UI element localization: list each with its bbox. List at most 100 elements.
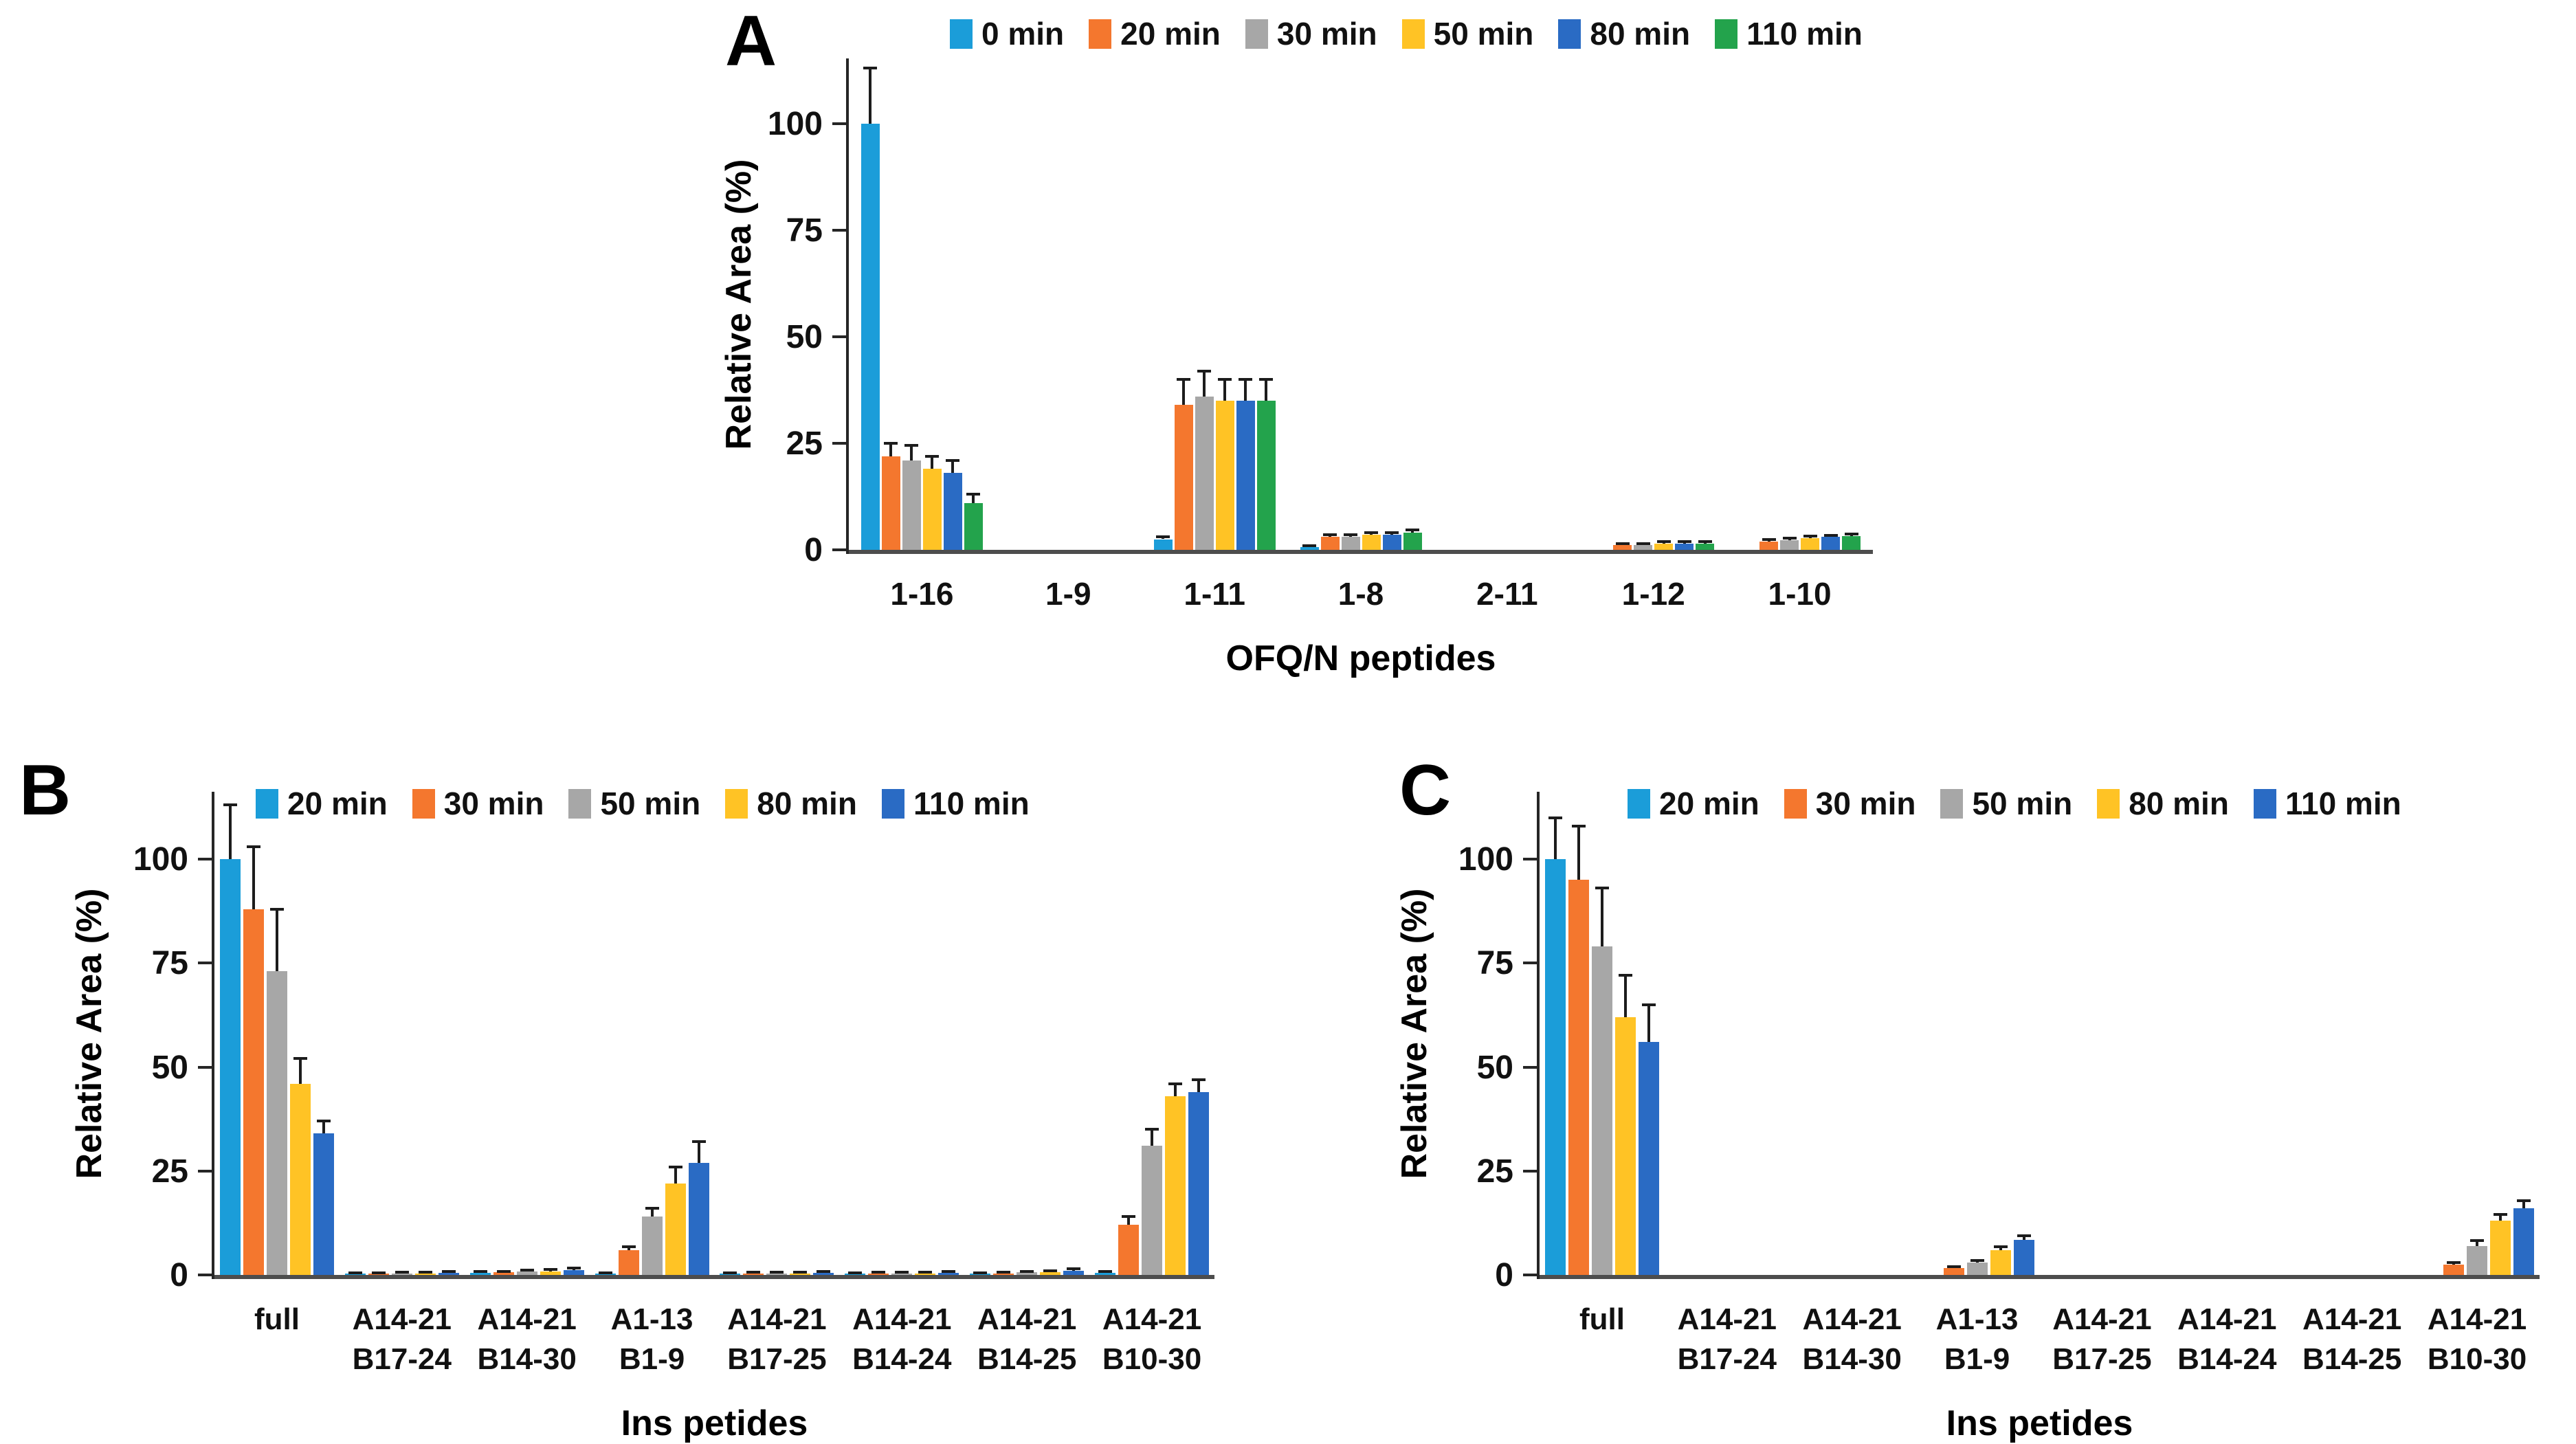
legend-label: 30 min xyxy=(1815,786,1916,821)
error-bar-cap xyxy=(1302,544,1316,548)
error-bar-stem xyxy=(889,443,893,456)
y-tick-label: 75 xyxy=(786,212,823,249)
error-bar-stem xyxy=(1577,825,1580,880)
legend-swatch-50-min xyxy=(1401,19,1425,49)
legend-item: 110 min xyxy=(1715,15,1863,52)
error-bar-stem xyxy=(2499,1214,2502,1221)
error-bar-cap xyxy=(871,1271,886,1274)
category-label-line: A1-13 xyxy=(1935,1302,2019,1336)
error-bar-cap xyxy=(1782,536,1797,540)
category-label: A14-21 B17-24 xyxy=(1678,1300,1777,1379)
bar-1-16-30-min xyxy=(902,460,921,550)
y-tick-label: 0 xyxy=(1495,1257,1513,1293)
bar-A1-13-50-min xyxy=(1966,1262,1988,1275)
bar-A14-21-50-min xyxy=(391,1273,412,1275)
error-bar-cap xyxy=(1218,378,1232,381)
legend-item: 110 min xyxy=(2253,785,2401,822)
error-bar-cap xyxy=(1239,378,1253,381)
error-bar-cap xyxy=(520,1268,534,1271)
error-bar-stem xyxy=(275,909,278,972)
category-label: A14-21 B14-24 xyxy=(2177,1300,2276,1379)
category-label-line: 2-11 xyxy=(1476,576,1538,612)
panel-b-x-axis-title: Ins petides xyxy=(621,1403,808,1443)
error-bar-stem xyxy=(1244,379,1247,401)
error-bar-cap xyxy=(1595,887,1609,890)
legend-swatch-20-min xyxy=(1089,19,1112,49)
error-bar-cap xyxy=(348,1271,362,1274)
bar-A14-21-50-min xyxy=(766,1273,788,1275)
legend-swatch-0-min xyxy=(950,19,973,49)
error-bar-stem xyxy=(2022,1235,2025,1240)
error-bar-cap xyxy=(1385,531,1399,534)
error-bar-cap xyxy=(1656,540,1671,544)
y-tick-label: 25 xyxy=(151,1153,188,1190)
category-label-line: A14-21 xyxy=(1677,1302,1777,1336)
bar-A14-21-110-min xyxy=(1063,1270,1085,1275)
y-tick-label: 100 xyxy=(1458,841,1513,878)
panel-b-y-axis-title: Relative Area (%) xyxy=(69,888,109,1179)
bar-A14-21-30-min xyxy=(2443,1264,2465,1275)
bar-A14-21-50-min xyxy=(516,1271,537,1275)
legend-item: 50 min xyxy=(1940,785,2072,822)
bar-A1-13-110-min xyxy=(688,1162,709,1275)
category-label: A14-21 B10-30 xyxy=(1102,1300,1201,1379)
error-bar-cap xyxy=(598,1271,612,1274)
y-tick-mark xyxy=(198,1169,212,1173)
legend-swatch-20-min xyxy=(1628,788,1650,819)
error-bar-cap xyxy=(1803,534,1817,537)
category-label: 1-12 xyxy=(1622,573,1685,615)
category-label-line: A14-21 xyxy=(852,1302,952,1336)
bar-1-12-30-min xyxy=(1634,544,1653,550)
error-bar-stem xyxy=(1203,370,1206,397)
category-label-line: full xyxy=(1579,1302,1625,1336)
y-tick-mark xyxy=(832,335,846,338)
bar-1-16-20-min xyxy=(881,456,900,550)
error-bar-stem xyxy=(2522,1201,2526,1209)
error-bar-stem xyxy=(1182,379,1186,406)
error-bar-cap xyxy=(691,1140,706,1144)
legend-item: 20 min xyxy=(1089,15,1221,52)
legend-label: 20 min xyxy=(287,786,388,821)
legend-label: 20 min xyxy=(1120,16,1221,52)
legend-item: 80 min xyxy=(1558,15,1690,52)
category-label-line: 1-16 xyxy=(890,576,954,612)
error-bar-cap xyxy=(1844,533,1858,536)
error-bar-cap xyxy=(668,1165,682,1168)
bar-A14-21-20-min xyxy=(1095,1272,1116,1275)
error-bar-stem xyxy=(2476,1241,2479,1246)
bar-A14-21-110-min xyxy=(938,1272,959,1275)
legend-swatch-30-min xyxy=(412,788,435,819)
error-bar-cap xyxy=(817,1270,831,1274)
error-bar-stem xyxy=(650,1208,654,1217)
category-label: A14-21 B14-30 xyxy=(1803,1300,1902,1379)
y-tick-label: 0 xyxy=(804,532,823,568)
legend-label: 0 min xyxy=(981,16,1065,52)
panel-a-letter: A xyxy=(725,1,777,81)
error-bar-stem xyxy=(910,445,913,460)
panel-b: B 20 min 30 min 50 min 80 min 110 min Relati… xyxy=(14,742,1251,1443)
category-label: A14-21 B17-25 xyxy=(727,1300,826,1379)
panel-a: A 0 min 20 min 30 min 50 min 80 min 110 min R… xyxy=(687,0,1904,735)
error-bar-cap xyxy=(496,1269,511,1273)
legend-label: 30 min xyxy=(1276,16,1377,52)
bar-A1-13-30-min xyxy=(618,1249,639,1275)
error-bar-cap xyxy=(1197,369,1212,373)
bar-A1-13-110-min xyxy=(2013,1239,2034,1275)
bar-1-16-0-min xyxy=(860,124,880,550)
error-bar-cap xyxy=(904,444,919,447)
error-bar-cap xyxy=(223,803,237,807)
bar-A14-21-20-min xyxy=(469,1272,491,1275)
error-bar-cap xyxy=(441,1270,456,1274)
error-bar-cap xyxy=(2517,1199,2531,1203)
category-label: 1-10 xyxy=(1768,573,1832,615)
error-bar-cap xyxy=(770,1271,784,1274)
legend-swatch-80-min xyxy=(725,788,748,819)
error-bar-stem xyxy=(674,1166,677,1184)
y-tick-mark xyxy=(1523,1065,1537,1069)
error-bar-cap xyxy=(966,493,981,496)
y-tick-label: 100 xyxy=(767,106,823,142)
error-bar-cap xyxy=(973,1271,988,1274)
category-label-line: A14-21 xyxy=(2177,1302,2277,1336)
category-label-line: A14-21 xyxy=(1802,1302,1902,1336)
error-bar-cap xyxy=(942,1270,956,1274)
